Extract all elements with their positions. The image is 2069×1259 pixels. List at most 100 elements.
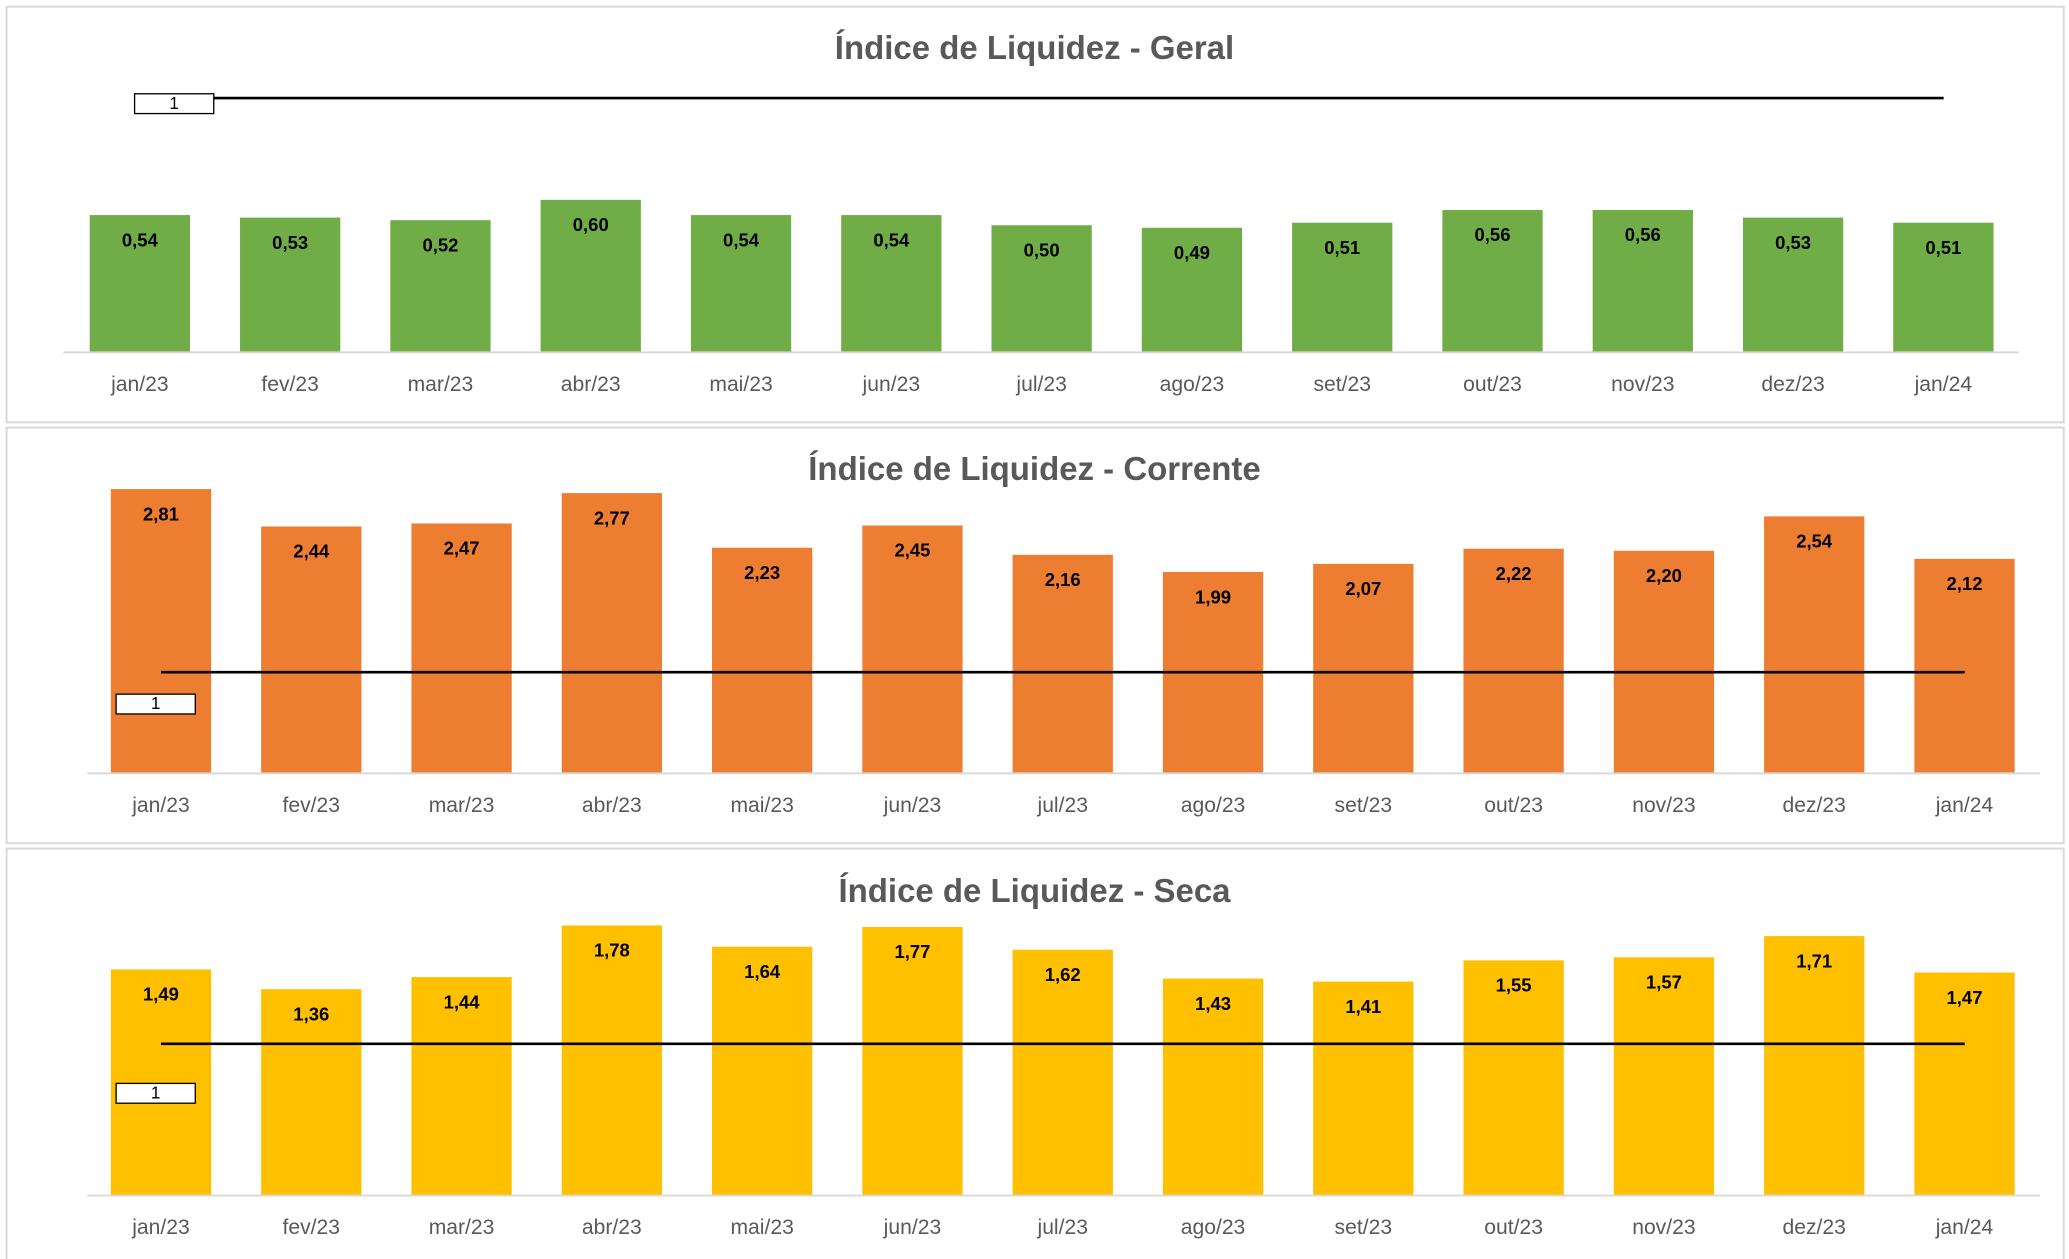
data-label: 0,51 — [1324, 237, 1360, 258]
data-label: 0,56 — [1475, 224, 1511, 245]
data-label: 1,44 — [444, 991, 481, 1012]
x-tick-label: jan/23 — [131, 794, 190, 817]
x-tick-label: jan/24 — [1935, 1216, 1994, 1239]
x-tick-label: mar/23 — [429, 1216, 495, 1239]
reference-label: 1 — [169, 93, 179, 113]
data-label: 2,12 — [1947, 573, 1983, 594]
bar — [1893, 222, 1994, 353]
data-label: 0,53 — [272, 232, 308, 253]
bar — [390, 220, 491, 353]
x-tick-label: out/23 — [1463, 373, 1522, 396]
bar — [841, 215, 942, 353]
bar — [110, 969, 212, 1196]
bar — [1313, 563, 1414, 774]
x-tick-label: abr/23 — [582, 794, 642, 817]
bar — [1764, 516, 1865, 774]
x-tick-label: ago/23 — [1160, 373, 1225, 396]
x-tick-label: jun/23 — [862, 373, 921, 396]
data-label: 1,43 — [1195, 993, 1231, 1014]
data-label: 0,54 — [873, 229, 910, 250]
bar — [1463, 548, 1564, 774]
bar — [411, 977, 512, 1196]
x-tick-label: ago/23 — [1181, 1216, 1246, 1239]
bar — [540, 199, 641, 353]
x-tick-label: jul/23 — [1037, 794, 1088, 817]
bar — [991, 225, 1092, 353]
x-tick-label: dez/23 — [1783, 794, 1846, 817]
bar — [411, 523, 512, 774]
data-label: 1,71 — [1796, 950, 1832, 971]
bar — [1613, 957, 1715, 1196]
x-tick-label: dez/23 — [1783, 1216, 1846, 1239]
bar — [261, 989, 362, 1196]
data-label: 0,56 — [1625, 224, 1661, 245]
bar — [1442, 209, 1543, 353]
x-tick-label: mai/23 — [730, 1216, 793, 1239]
x-tick-label: set/23 — [1313, 373, 1371, 396]
x-tick-label: jun/23 — [883, 1216, 942, 1239]
data-label: 2,22 — [1496, 563, 1532, 584]
data-label: 2,07 — [1345, 578, 1381, 599]
chart-panel — [5, 5, 2065, 424]
x-tick-label: fev/23 — [261, 373, 319, 396]
bar — [1313, 981, 1414, 1196]
data-label: 2,81 — [143, 503, 179, 524]
data-label: 1,41 — [1345, 996, 1381, 1017]
data-label: 1,99 — [1195, 586, 1231, 607]
data-label: 0,52 — [422, 234, 458, 255]
chart-title: Índice de Liquidez - Seca — [838, 872, 1231, 909]
bar — [1141, 227, 1243, 353]
bar — [1742, 217, 1844, 353]
data-label: 1,78 — [594, 940, 630, 961]
x-tick-label: fev/23 — [283, 1216, 341, 1239]
x-tick-label: abr/23 — [561, 373, 621, 396]
x-tick-label: mar/23 — [429, 794, 495, 817]
x-tick-label: dez/23 — [1761, 373, 1824, 396]
x-tick-label: abr/23 — [582, 1216, 642, 1239]
bar — [690, 215, 792, 353]
data-label: 2,77 — [594, 507, 630, 528]
bar — [862, 926, 963, 1196]
bar — [1914, 972, 2015, 1196]
x-tick-label: jan/24 — [1935, 794, 1994, 817]
x-tick-label: ago/23 — [1181, 794, 1246, 817]
data-label: 0,53 — [1775, 232, 1811, 253]
x-tick-label: jan/23 — [110, 373, 169, 396]
bar — [561, 493, 663, 774]
data-label: 1,77 — [894, 941, 930, 962]
x-tick-label: set/23 — [1335, 794, 1393, 817]
data-label: 1,62 — [1045, 964, 1081, 985]
x-tick-label: nov/23 — [1632, 794, 1695, 817]
bar — [89, 215, 191, 353]
x-tick-label: fev/23 — [283, 794, 341, 817]
x-tick-label: set/23 — [1335, 1216, 1393, 1239]
x-tick-label: out/23 — [1484, 1216, 1543, 1239]
bar — [1463, 960, 1564, 1196]
data-label: 1,57 — [1646, 972, 1682, 993]
data-label: 0,54 — [122, 229, 159, 250]
x-tick-label: jun/23 — [883, 794, 942, 817]
bar — [1162, 978, 1264, 1196]
x-tick-label: mai/23 — [709, 373, 772, 396]
data-label: 2,47 — [444, 538, 480, 559]
bar — [862, 525, 963, 774]
x-tick-label: jul/23 — [1037, 1216, 1088, 1239]
data-label: 2,54 — [1796, 531, 1833, 552]
reference-label: 1 — [151, 693, 161, 713]
x-tick-label: nov/23 — [1632, 1216, 1695, 1239]
bar — [1764, 936, 1865, 1196]
bar — [712, 946, 813, 1196]
data-label: 1,49 — [143, 984, 179, 1005]
data-label: 2,23 — [744, 562, 780, 583]
reference-label-box — [115, 693, 196, 715]
data-label: 2,20 — [1646, 565, 1682, 586]
data-label: 2,44 — [293, 541, 330, 562]
bar — [712, 547, 813, 774]
chart-title: Índice de Liquidez - Corrente — [808, 450, 1260, 487]
data-label: 1,47 — [1947, 987, 1983, 1008]
data-label: 1,64 — [744, 961, 781, 982]
bar — [1012, 554, 1113, 774]
bar — [261, 526, 362, 774]
bar — [110, 489, 212, 774]
